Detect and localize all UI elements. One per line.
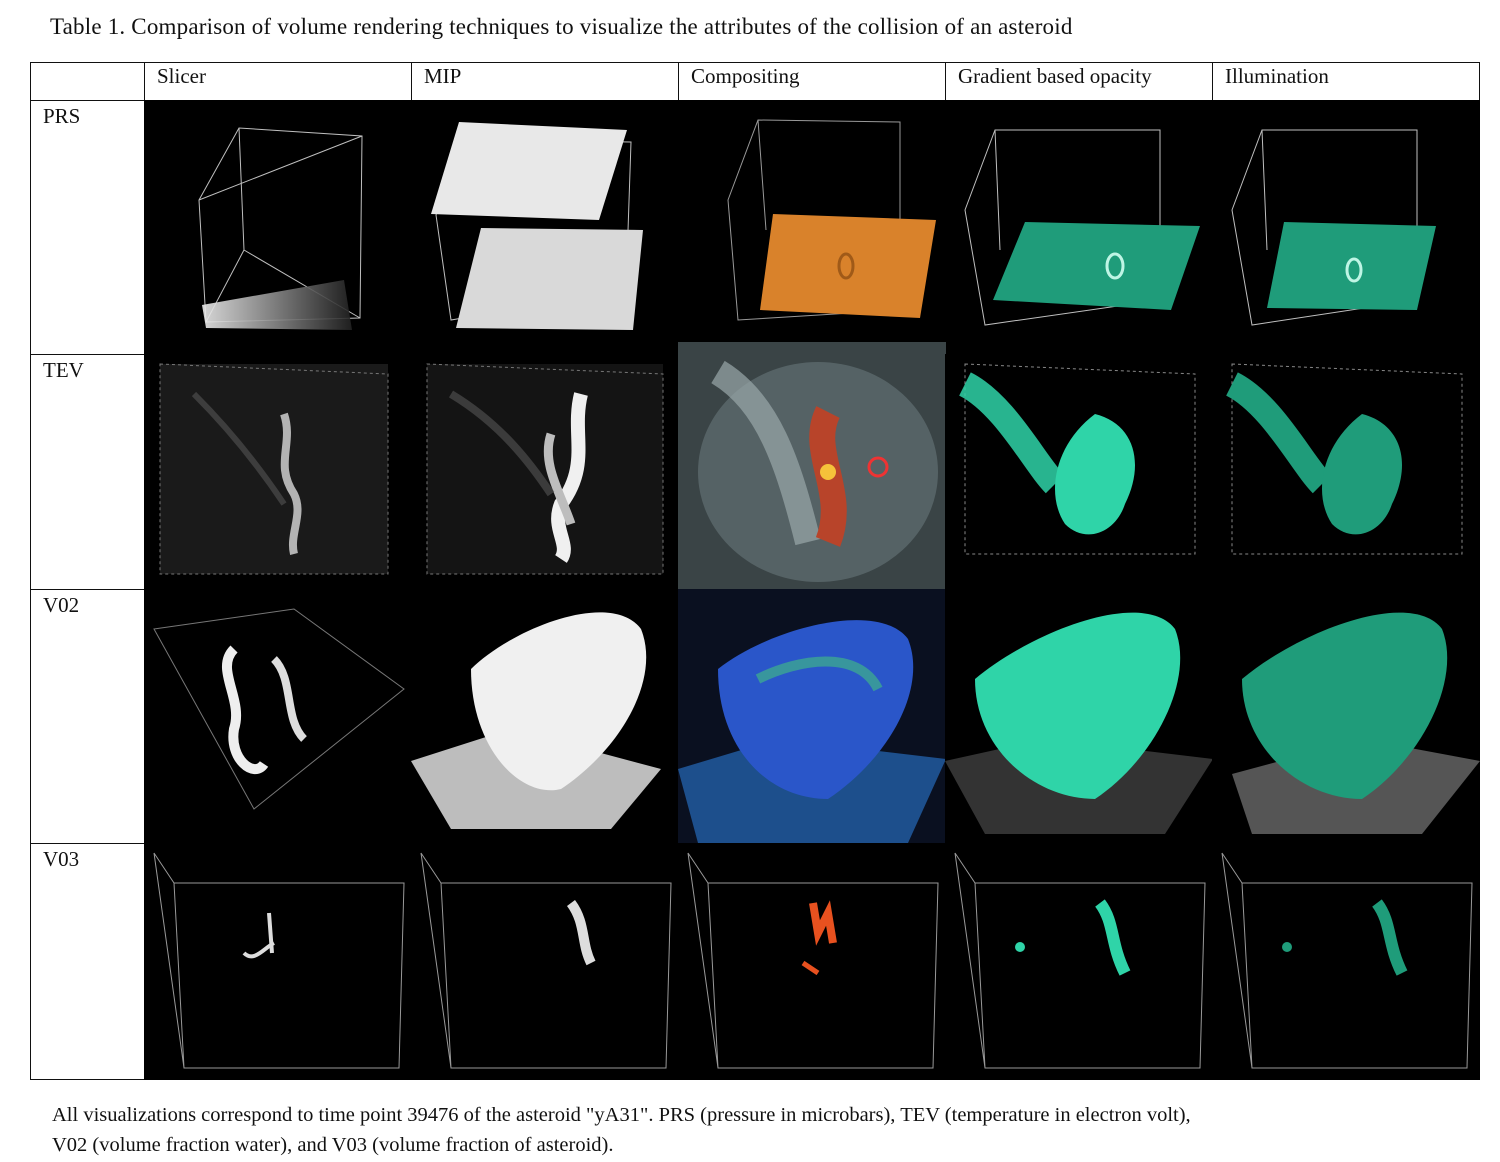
row-rule <box>30 354 145 355</box>
render-v03-slicer <box>144 843 412 1080</box>
table-caption: Table 1. Comparison of volume rendering … <box>50 14 1073 39</box>
table-top-rule <box>30 62 1480 63</box>
render-prs-illumination <box>1212 100 1480 354</box>
col-header-mip: MIP <box>424 64 462 88</box>
row-header-prs: PRS <box>43 104 81 128</box>
render-v03-compositing <box>678 843 946 1080</box>
render-v03-mip <box>411 843 679 1080</box>
col-header-compositing: Compositing <box>691 64 800 88</box>
render-v03-gradient <box>945 843 1213 1080</box>
row-header-v03: V03 <box>43 847 80 871</box>
col-rule <box>144 62 145 100</box>
table-footnote: All visualizations correspond to time po… <box>52 1100 1452 1160</box>
render-v02-compositing <box>678 589 946 843</box>
render-tev-illumination <box>1212 354 1480 589</box>
render-prs-compositing <box>678 100 946 354</box>
render-tev-mip <box>411 354 679 589</box>
col-rule <box>945 62 946 100</box>
row-rule <box>30 843 145 844</box>
col-rule <box>678 62 679 100</box>
render-v02-gradient <box>945 589 1213 843</box>
render-v02-slicer <box>144 589 412 843</box>
footnote-line-2: V02 (volume fraction water), and V03 (vo… <box>52 1134 614 1156</box>
render-prs-slicer <box>144 100 412 354</box>
render-v02-mip <box>411 589 679 843</box>
render-tev-gradient <box>945 354 1213 589</box>
render-prs-gradient <box>945 100 1213 354</box>
row-header-tev: TEV <box>43 358 84 382</box>
row-rule <box>30 589 145 590</box>
col-header-gradient: Gradient based opacity <box>958 64 1152 88</box>
col-rule <box>1212 62 1213 100</box>
col-header-illumination: Illumination <box>1225 64 1329 88</box>
render-tev-slicer <box>144 354 412 589</box>
table-right-rule <box>1479 62 1480 100</box>
table-left-rule <box>30 62 31 1080</box>
col-header-slicer: Slicer <box>157 64 206 88</box>
footnote-line-1: All visualizations correspond to time po… <box>52 1104 1191 1126</box>
render-tev-compositing <box>678 342 946 602</box>
col-rule <box>411 62 412 100</box>
row-header-v02: V02 <box>43 593 80 617</box>
render-v03-illumination <box>1212 843 1480 1080</box>
row-rule <box>30 100 145 101</box>
render-v02-illumination <box>1212 589 1480 843</box>
comparison-table: Slicer MIP Compositing Gradient based op… <box>30 62 1480 1080</box>
table-bottom-rule <box>30 1079 145 1080</box>
render-prs-mip <box>411 100 679 354</box>
